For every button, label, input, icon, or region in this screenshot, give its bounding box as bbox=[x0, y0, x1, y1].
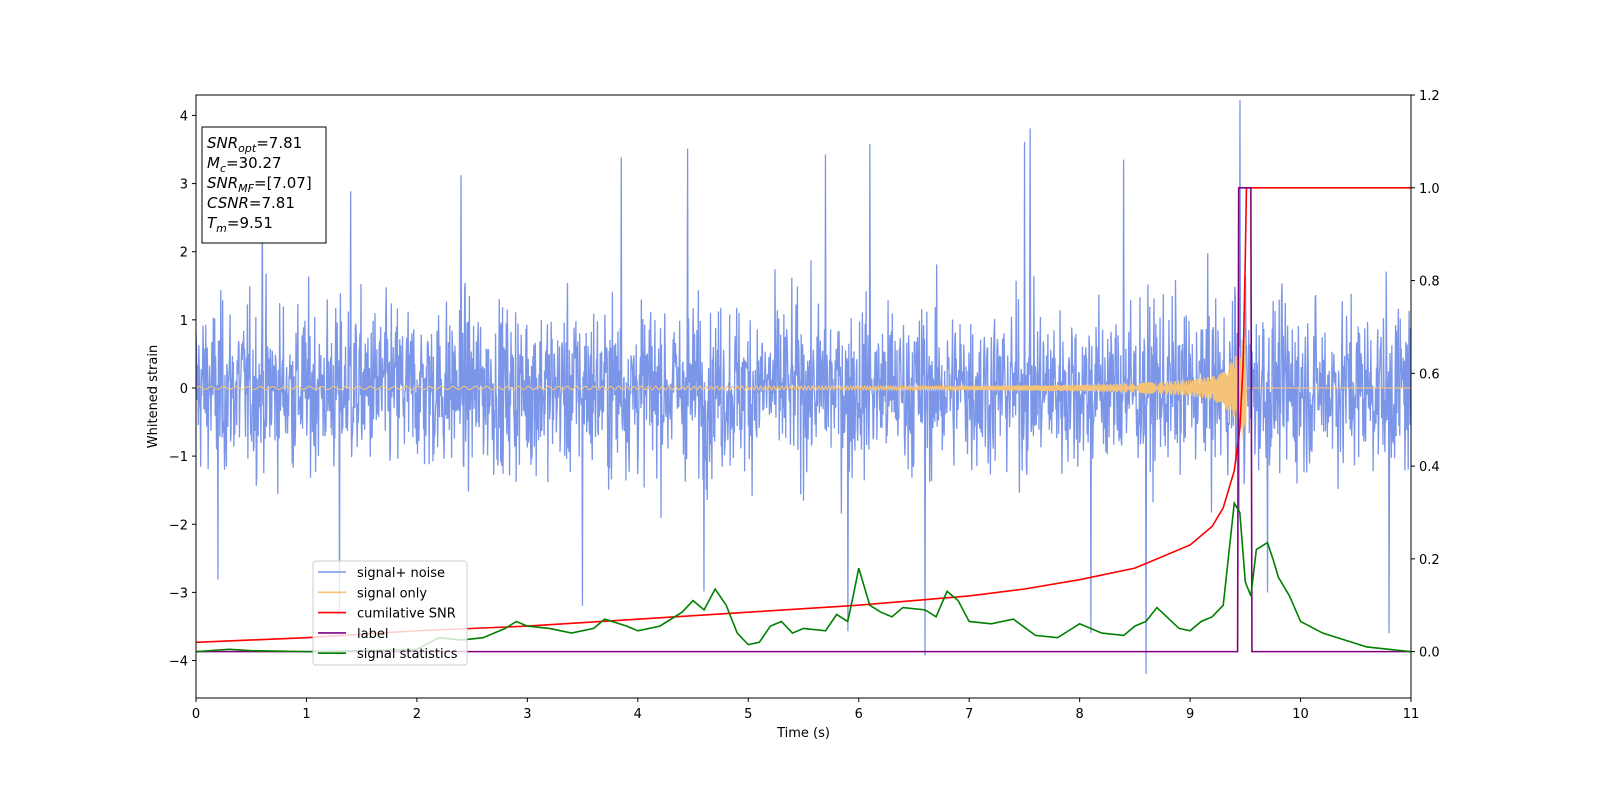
legend-label: label bbox=[357, 627, 388, 642]
series-label bbox=[196, 186, 1411, 653]
annotation-frame bbox=[201, 126, 327, 244]
series-signal-only bbox=[196, 337, 1411, 438]
annotation-line: Tm=9.51 bbox=[207, 214, 273, 235]
x-tick-label: 4 bbox=[634, 707, 642, 722]
annotation-symbol: CSNR bbox=[207, 194, 249, 212]
y-right-tick-label: 0.0 bbox=[1419, 646, 1440, 661]
x-tick-label: 11 bbox=[1403, 707, 1420, 722]
legend-label: signal statistics bbox=[357, 647, 458, 662]
annotation-value: =30.27 bbox=[226, 154, 282, 172]
annotation-value: =9.51 bbox=[227, 214, 273, 232]
y-tick-label: 4 bbox=[180, 109, 188, 124]
annotation-subscript: m bbox=[216, 222, 227, 235]
y-tick-label: −4 bbox=[169, 655, 188, 670]
legend-label: signal+ noise bbox=[357, 566, 445, 581]
axes-frame bbox=[195, 94, 1412, 699]
x-tick-label: 1 bbox=[302, 707, 310, 722]
y-right-tick-label: 1.2 bbox=[1419, 89, 1440, 104]
y-axis-label: Whitened strain bbox=[146, 345, 161, 448]
y-right-tick-label: 0.2 bbox=[1419, 553, 1440, 568]
y-tick-label: −3 bbox=[169, 586, 188, 601]
y-tick-label: 1 bbox=[180, 314, 188, 329]
legend: signal+ noise signal only cumilative SNR la… bbox=[312, 560, 468, 666]
annotation-symbol: M bbox=[207, 154, 220, 172]
y-right-tick-label: 0.6 bbox=[1419, 367, 1440, 382]
axes: 0 1 2 3 4 5 6 7 8 9 10 11 −4 −3 −2 −1 0 1 2 3 4 0.0 0.2 0.4 0.6 0… bbox=[146, 89, 1440, 741]
annotation-value: =[7.07] bbox=[254, 174, 312, 192]
annotation-value: =7.81 bbox=[249, 194, 295, 212]
annotation-box: SNRopt=7.81Mc=30.27SNRMF=[7.07]CSNR=7.81… bbox=[201, 126, 327, 244]
x-tick-label: 7 bbox=[965, 707, 973, 722]
x-tick-label: 6 bbox=[855, 707, 863, 722]
x-tick-label: 10 bbox=[1292, 707, 1309, 722]
annotation-line: CSNR=7.81 bbox=[207, 194, 295, 212]
annotation-subscript: MF bbox=[238, 182, 254, 195]
x-tick-label: 3 bbox=[523, 707, 531, 722]
y-tick-label: −1 bbox=[169, 450, 188, 465]
annotation-subscript: c bbox=[220, 162, 226, 175]
x-axis-label: Time (s) bbox=[776, 726, 830, 741]
series-cumulative-snr bbox=[196, 186, 1411, 644]
series-signal-statistics bbox=[196, 500, 1411, 653]
x-tick-label: 0 bbox=[192, 707, 200, 722]
x-tick-label: 8 bbox=[1075, 707, 1083, 722]
y-right-tick-label: 0.8 bbox=[1419, 275, 1440, 290]
y-right-tick-label: 0.4 bbox=[1419, 460, 1440, 475]
annotation-symbol: T bbox=[207, 214, 218, 232]
annotation-value: =7.81 bbox=[256, 134, 302, 152]
y-tick-label: −2 bbox=[169, 518, 188, 533]
y-right-tick-label: 1.0 bbox=[1419, 182, 1440, 197]
x-tick-label: 9 bbox=[1186, 707, 1194, 722]
annotation-line: SNRMF=[7.07] bbox=[207, 174, 312, 195]
y-tick-label: 0 bbox=[180, 382, 188, 397]
x-tick-label: 5 bbox=[744, 707, 752, 722]
annotation-subscript: opt bbox=[238, 142, 257, 155]
legend-frame bbox=[312, 560, 468, 666]
y-tick-label: 3 bbox=[180, 178, 188, 193]
y-tick-label: 2 bbox=[180, 246, 188, 261]
x-tick-label: 2 bbox=[413, 707, 421, 722]
annotation-symbol: SNR bbox=[207, 134, 238, 152]
legend-label: cumilative SNR bbox=[357, 607, 456, 622]
plot-area bbox=[196, 100, 1411, 674]
legend-label: signal only bbox=[357, 586, 427, 601]
annotation-symbol: SNR bbox=[207, 174, 238, 192]
annotation-line: SNRopt=7.81 bbox=[207, 134, 302, 155]
annotation-line: Mc=30.27 bbox=[207, 154, 282, 175]
